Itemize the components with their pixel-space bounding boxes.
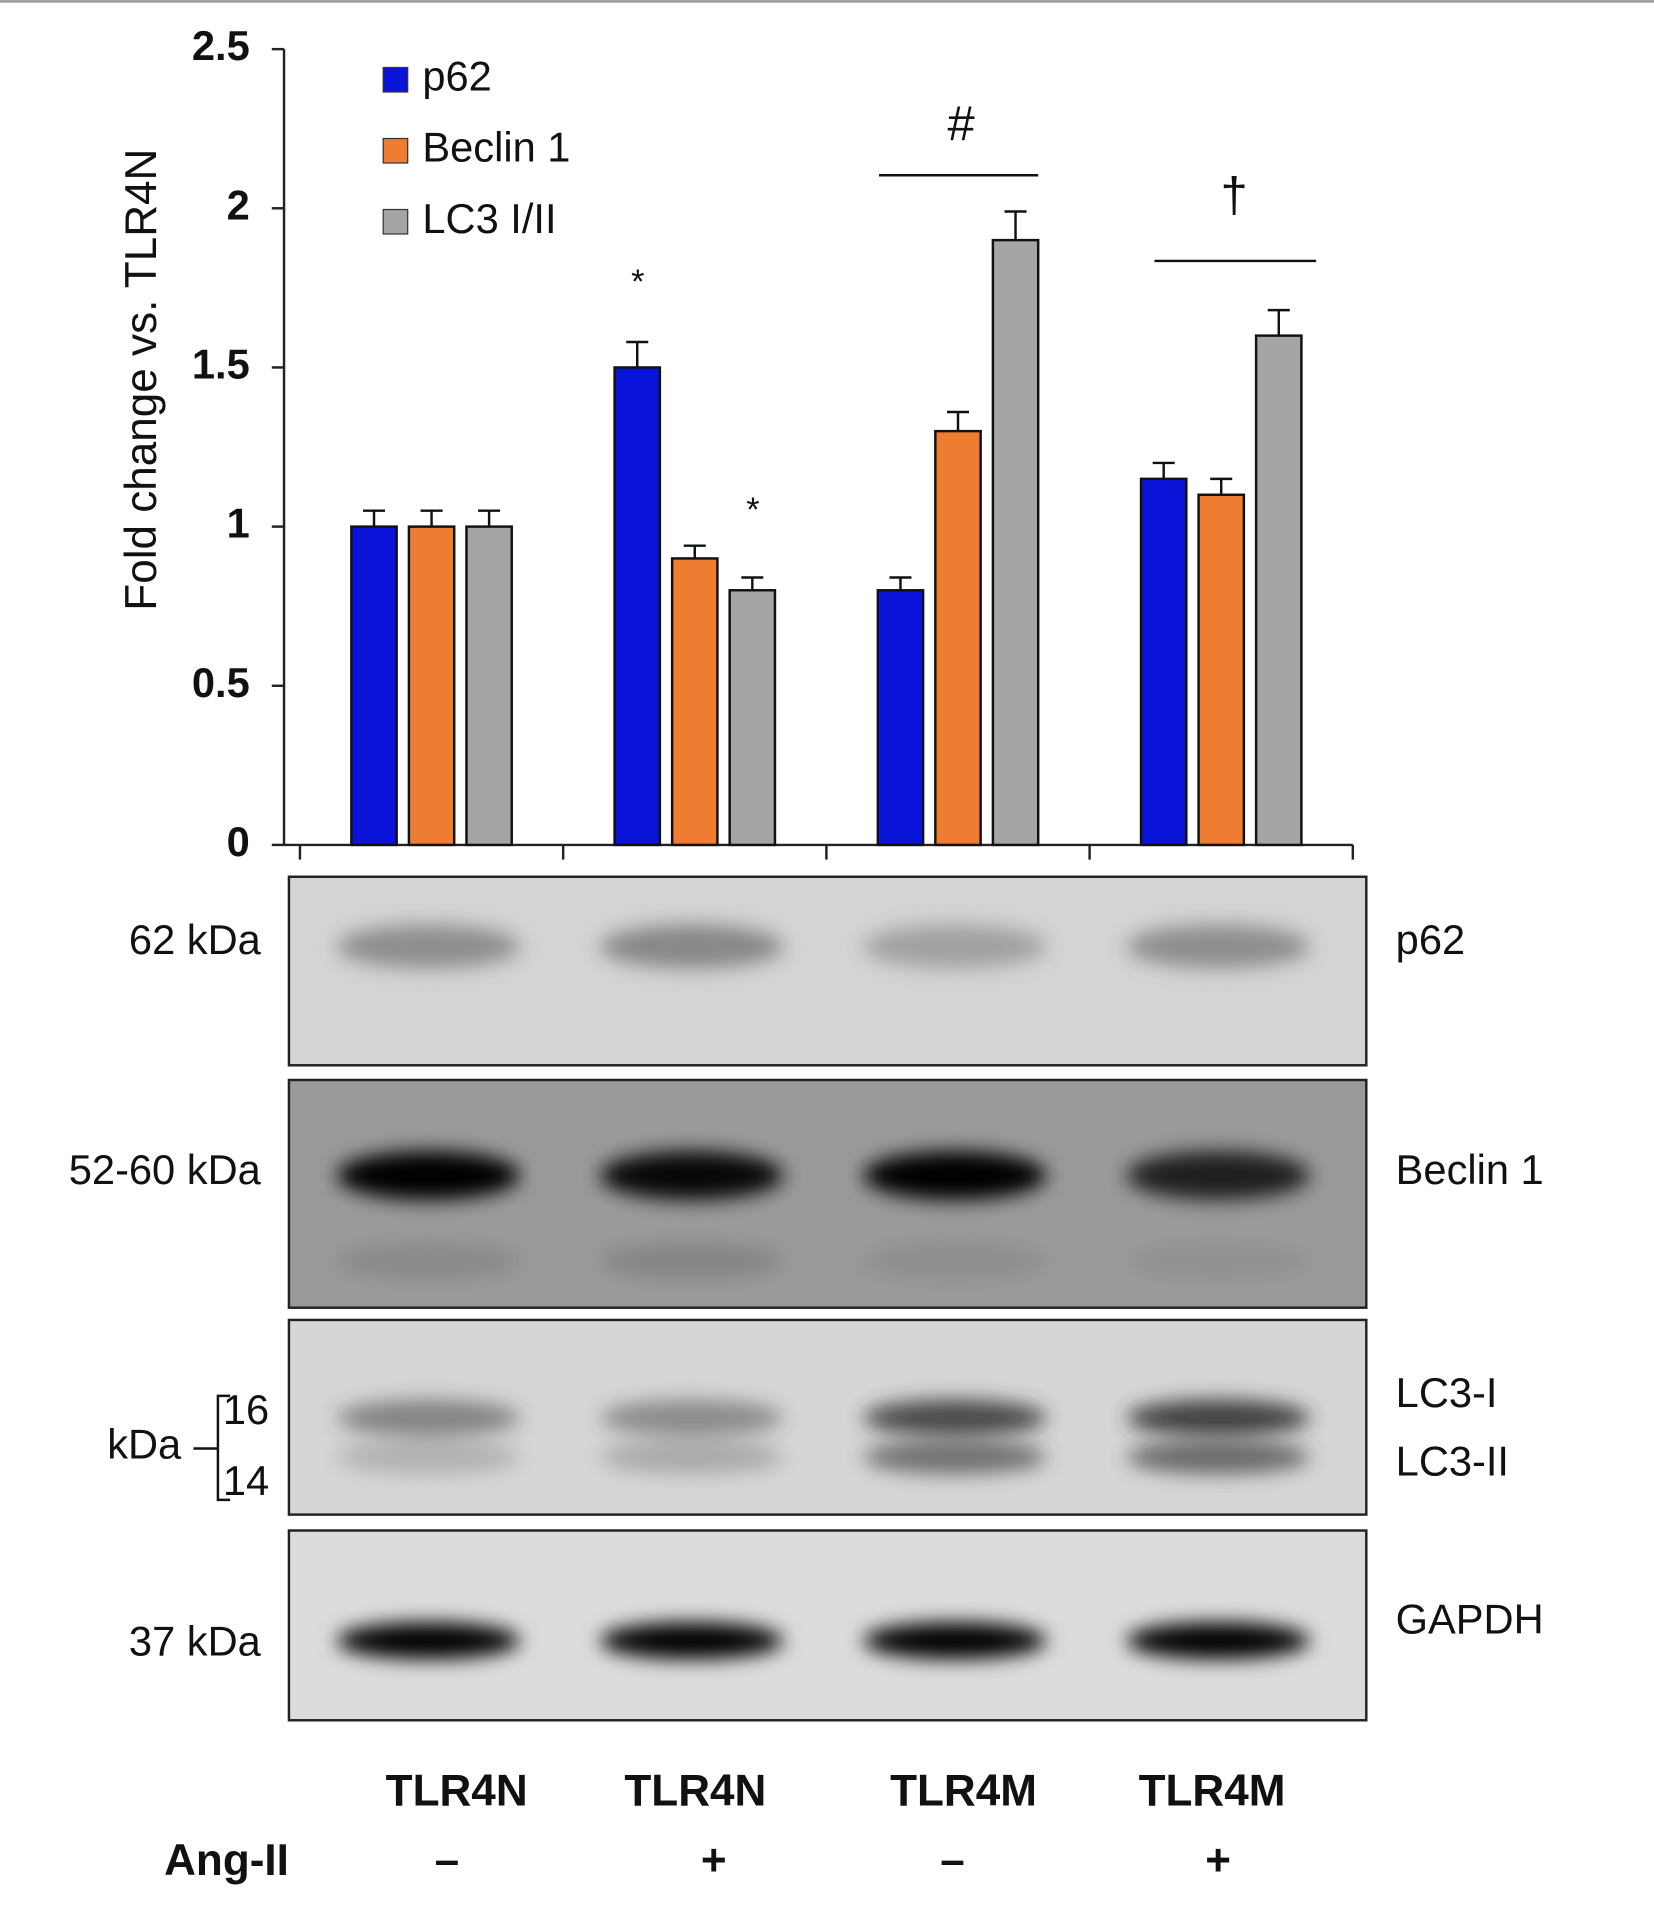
y-tick-label: 2.5	[192, 22, 250, 69]
treatment-sign: +	[1205, 1836, 1231, 1885]
error-bar	[362, 509, 386, 527]
blot-protein-label: Beclin 1	[1396, 1146, 1544, 1193]
blot-band	[863, 1399, 1047, 1437]
y-tick-label: 1.5	[192, 340, 250, 387]
x-tick-label: TLR4M	[1139, 1766, 1286, 1815]
blot-band	[1126, 1399, 1310, 1437]
blot-band	[863, 1244, 1047, 1279]
blot-band	[599, 1244, 784, 1279]
treatment-sign: –	[435, 1836, 460, 1885]
bar	[934, 429, 982, 847]
blot-protein-label: LC3-II	[1396, 1437, 1509, 1484]
blot-protein-label: p62	[1396, 916, 1465, 963]
blot-band	[863, 1150, 1047, 1200]
blot-band	[599, 924, 784, 969]
legend-swatch	[382, 66, 409, 93]
blot-size-label: 14	[223, 1457, 269, 1504]
error-bar	[420, 509, 443, 527]
error-bar	[946, 410, 970, 432]
bar	[1197, 493, 1246, 847]
legend-label: p62	[422, 53, 491, 100]
blot-band	[1126, 924, 1310, 969]
blot-protein-label: GAPDH	[1396, 1595, 1544, 1642]
blot-size-label: kDa	[107, 1420, 182, 1467]
treatment-label: Ang-II	[164, 1836, 289, 1885]
bar	[1139, 477, 1188, 847]
blot-band	[599, 1399, 784, 1437]
blot-panel	[287, 875, 1368, 1067]
error-bar	[683, 544, 706, 559]
blot-band	[1126, 1244, 1310, 1279]
error-bar	[1152, 461, 1175, 479]
error-bar	[478, 509, 501, 527]
blot-band	[863, 1622, 1047, 1660]
blot-band	[1126, 1622, 1310, 1660]
blot-band	[336, 1150, 521, 1200]
error-bar	[741, 576, 764, 591]
legend-label: Beclin 1	[422, 124, 570, 171]
error-bar	[1210, 477, 1233, 495]
blot-band	[863, 924, 1047, 969]
bar	[1254, 334, 1303, 847]
error-bar	[889, 576, 912, 591]
annotation: *	[746, 491, 759, 529]
y-tick-label: 0	[227, 818, 250, 865]
blot-band	[336, 1244, 521, 1279]
blot-band	[1126, 1150, 1310, 1200]
error-bar	[1267, 308, 1290, 336]
x-tick-label: TLR4M	[890, 1766, 1037, 1815]
bar	[876, 589, 925, 847]
blot-band	[599, 1150, 784, 1200]
annotation: #	[947, 97, 974, 151]
blot-size-label: 52-60 kDa	[69, 1146, 262, 1193]
blot-band	[336, 1622, 521, 1660]
blot-band	[599, 1439, 784, 1475]
bar	[728, 589, 777, 847]
annotation: †	[1220, 168, 1247, 222]
y-tick-label: 1	[227, 500, 250, 547]
blot-protein-label: LC3-I	[1396, 1369, 1498, 1416]
bar	[407, 525, 456, 847]
treatment-sign: –	[940, 1836, 965, 1885]
blot-size-label: 37 kDa	[129, 1617, 262, 1664]
bar	[670, 557, 719, 847]
blot-band	[336, 1439, 521, 1475]
y-axis-title: Fold change vs. TLR4N	[117, 149, 166, 611]
annotation: *	[631, 263, 644, 301]
blot-size-label: 16	[223, 1386, 269, 1433]
blot-band	[599, 1622, 784, 1660]
y-tick-label: 2	[227, 181, 250, 228]
blot-band	[1126, 1439, 1310, 1475]
bar	[465, 525, 513, 847]
error-bar	[1004, 210, 1027, 241]
legend-swatch	[382, 208, 409, 235]
blot-band	[863, 1439, 1047, 1475]
x-tick-label: TLR4N	[386, 1766, 528, 1815]
legend-swatch	[382, 137, 409, 164]
legend-label: LC3 I/II	[422, 195, 556, 242]
x-tick-label: TLR4N	[624, 1766, 766, 1815]
bar	[991, 238, 1040, 847]
treatment-sign: +	[701, 1836, 727, 1885]
error-bar	[626, 340, 649, 368]
blot-band	[336, 924, 521, 969]
bar	[613, 366, 662, 847]
bar	[350, 525, 398, 847]
bracket	[193, 1394, 231, 1502]
y-tick-label: 0.5	[192, 659, 250, 706]
blot-size-label: 62 kDa	[129, 916, 262, 963]
blot-band	[336, 1399, 521, 1437]
